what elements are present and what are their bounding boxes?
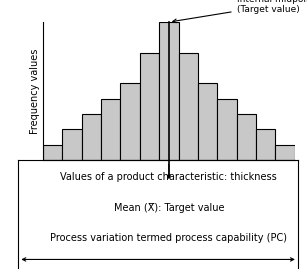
- Bar: [217, 99, 237, 160]
- Bar: [159, 22, 179, 160]
- Text: Mean (X̅): Target value: Mean (X̅): Target value: [114, 203, 224, 213]
- Text: Values of a product characteristic: thickness: Values of a product characteristic: thic…: [60, 172, 277, 182]
- Bar: [82, 114, 101, 160]
- Text: Process variation termed process capability (PC): Process variation termed process capabil…: [50, 233, 287, 243]
- Bar: [198, 83, 217, 160]
- Y-axis label: Frequency values: Frequency values: [30, 48, 40, 134]
- Bar: [62, 129, 82, 160]
- Bar: [101, 99, 120, 160]
- Bar: [275, 145, 295, 160]
- Bar: [256, 129, 275, 160]
- Bar: [237, 114, 256, 160]
- Text: Internal midpoint
(Target value): Internal midpoint (Target value): [173, 0, 307, 23]
- Bar: [179, 53, 198, 160]
- Bar: [120, 83, 140, 160]
- Bar: [43, 145, 62, 160]
- Bar: [140, 53, 159, 160]
